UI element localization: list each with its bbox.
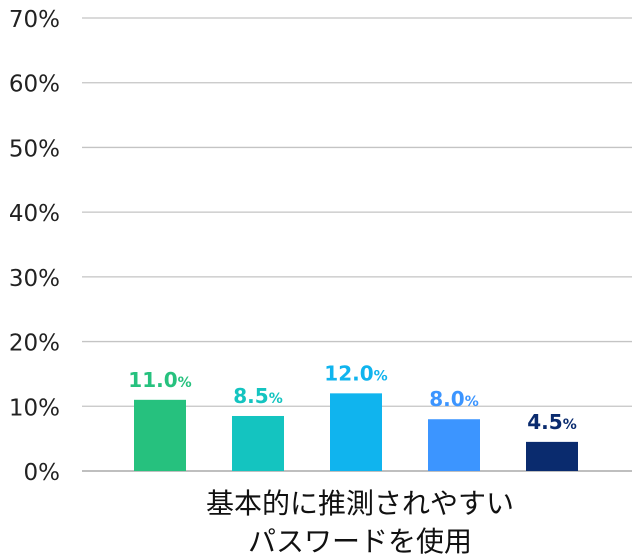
data-label: 8.0% [429, 387, 478, 411]
data-label: 12.0% [324, 361, 387, 385]
y-tick-label: 50% [9, 136, 60, 162]
data-label: 4.5% [527, 410, 576, 434]
bar [232, 415, 284, 471]
y-tick-label: 20% [9, 331, 60, 357]
category-label-line-1: 基本的に推測されやすい [206, 487, 514, 520]
y-axis-ticks: 0% 10% 20% 30% 40% 50% 60% 70% [9, 7, 60, 486]
bars [134, 393, 578, 471]
bar [428, 419, 480, 471]
bar [330, 393, 382, 471]
y-tick-label: 0% [24, 460, 61, 486]
y-tick-label: 70% [9, 7, 60, 33]
y-tick-label: 30% [9, 266, 60, 292]
bar [134, 399, 186, 471]
y-tick-label: 60% [9, 72, 60, 98]
y-tick-label: 40% [9, 201, 60, 227]
data-labels: 11.0% 8.5% 12.0% 8.0% 4.5% [128, 361, 576, 434]
bar [526, 441, 578, 471]
data-label: 8.5% [233, 384, 282, 408]
y-tick-label: 10% [9, 395, 60, 421]
category-label-line-2: パスワードを使用 [248, 525, 472, 558]
data-label: 11.0% [128, 368, 191, 392]
